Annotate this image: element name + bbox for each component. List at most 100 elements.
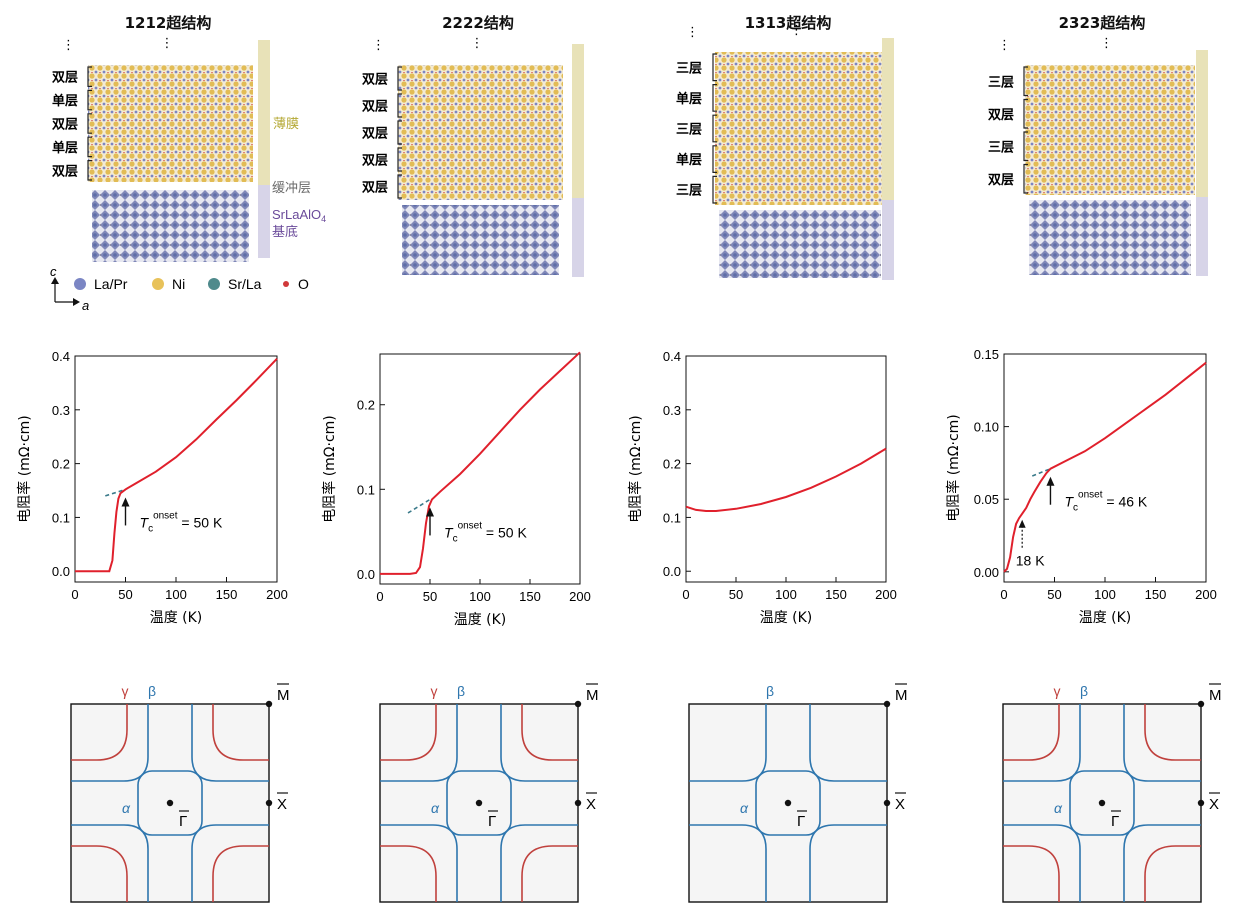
gamma-point-marker — [475, 799, 483, 807]
resistivity-curve — [380, 351, 581, 575]
gamma-pocket — [380, 704, 437, 761]
film-lattice — [715, 52, 885, 205]
resistivity-chart-2: 0 50 100 150 200 0.0 0.1 0.2 温度 (K) 电阻率 (mΩ·cm) Tc… — [321, 351, 591, 628]
beta-label: β — [457, 683, 465, 699]
fermi-surface-4: γ β α Γ M X — [1002, 683, 1222, 903]
x-tick-label: 150 — [216, 587, 238, 602]
resistivity-chart-3: 0 50 100 150 200 0.0 0.1 0.2 0.3 0.4 温度 (K) 电阻率 (mΩ… — [627, 349, 897, 626]
x-axis-title: 温度 (K) — [150, 610, 203, 626]
substrate-lattice — [1029, 200, 1191, 275]
layer-label: 双层 — [362, 127, 388, 142]
film-label: 薄膜 — [273, 117, 299, 132]
beta-label: β — [148, 683, 156, 699]
gamma-point-marker — [1098, 799, 1106, 807]
plot-frame — [379, 353, 581, 585]
tc-onset-arrowhead — [121, 497, 130, 507]
layer-label: 双层 — [362, 73, 388, 88]
layer-label: 单层 — [52, 93, 78, 109]
x-tick-label: 100 — [775, 587, 797, 602]
gamma-label: γ — [431, 683, 438, 699]
layer-bracket — [712, 114, 717, 143]
layer-bracket — [87, 113, 92, 134]
substrate-lattice — [92, 190, 249, 262]
fermi-surface-2: γ β α Γ M X — [379, 683, 599, 903]
layer-bracket — [397, 66, 402, 91]
normal-state-fit-line — [1031, 467, 1051, 477]
y-tick-label: 0.4 — [52, 349, 70, 364]
layer-label: 单层 — [676, 91, 702, 107]
gamma-pocket — [71, 704, 128, 761]
y-tick-label: 0.05 — [974, 492, 999, 507]
column-title-1: 1212超结构 — [124, 14, 212, 32]
second-transition-arrowhead — [1018, 519, 1026, 528]
m-point-label: M — [1209, 687, 1222, 704]
gamma-pocket — [1144, 704, 1201, 761]
layer-bracket — [1023, 98, 1028, 129]
substrate-side-bar — [258, 185, 270, 258]
buffer-layer-label: 缓冲层 — [272, 181, 311, 196]
fermi-surface-3: β α Γ M X — [688, 683, 908, 903]
x-tick-label: 100 — [469, 589, 491, 604]
gamma-pocket — [521, 704, 578, 761]
alpha-pocket — [755, 770, 821, 836]
layer-bracket — [87, 136, 92, 158]
film-lattice — [1025, 65, 1195, 195]
legend-label-ni: Ni — [172, 276, 185, 292]
legend-marker-ni — [152, 278, 164, 290]
x-axis-title: 温度 (K) — [1079, 610, 1132, 626]
resistivity-chart-4: 0 50 100 150 200 0.00 0.05 0.10 0.15 温度 (K) 电阻率 (m… — [945, 347, 1217, 626]
x-point-label: X — [277, 796, 287, 813]
x-tick-label: 200 — [1195, 587, 1217, 602]
layer-label: 三层 — [676, 184, 702, 199]
legend-label-o: O — [298, 276, 309, 292]
gamma-pocket — [1144, 845, 1201, 902]
film-lattice — [398, 65, 563, 200]
film-side-bar — [572, 44, 584, 198]
layer-bracket — [87, 160, 92, 181]
x-tick-label: 150 — [519, 589, 541, 604]
gamma-point-marker — [784, 799, 792, 807]
alpha-label: α — [122, 800, 131, 816]
gamma-pocket — [380, 845, 437, 902]
y-tick-label: 0.2 — [357, 398, 375, 413]
x-tick-label: 50 — [423, 589, 437, 604]
y-tick-label: 0.0 — [52, 564, 70, 579]
ellipsis-mark: ⋮ — [998, 37, 1011, 52]
y-tick-label: 0.1 — [357, 482, 375, 497]
gamma-pocket — [1003, 704, 1060, 761]
column-title-3: 1313超结构 — [744, 14, 832, 32]
ellipsis-mark: ⋮ — [1100, 35, 1113, 50]
layer-bracket — [397, 120, 402, 145]
gamma-point-marker — [166, 799, 174, 807]
layer-bracket — [397, 174, 402, 199]
layer-bracket — [1023, 66, 1028, 97]
gamma-band — [1003, 704, 1201, 902]
layer-bracket — [87, 66, 92, 87]
substrate-lattice — [719, 210, 881, 278]
x-tick-label: 200 — [569, 589, 591, 604]
substrate-lattice — [402, 205, 559, 275]
ellipsis-mark: ⋮ — [372, 37, 385, 52]
gamma-pocket — [1003, 845, 1060, 902]
substrate-side-bar — [1196, 197, 1208, 276]
y-tick-label: 0.00 — [974, 565, 999, 580]
layer-bracket — [712, 84, 717, 112]
fermi-surface-1: γ β α Γ M X — [70, 683, 290, 903]
x-tick-label: 0 — [1000, 587, 1007, 602]
axis-a-label: a — [82, 298, 89, 313]
substrate-side-bar — [882, 200, 894, 280]
tc-onset-label: Tconset = 50 K — [140, 510, 223, 534]
x-tick-label: 150 — [825, 587, 847, 602]
x-axis-title: 温度 (K) — [760, 610, 813, 626]
ellipsis-mark: ⋮ — [686, 24, 699, 39]
x-tick-label: 50 — [118, 587, 132, 602]
m-point-marker — [1197, 700, 1205, 708]
column-title-4: 2323超结构 — [1058, 14, 1146, 32]
column-title-2: 2222结构 — [442, 14, 514, 32]
legend-label-sr-la: Sr/La — [228, 276, 262, 292]
resistivity-curve — [685, 447, 887, 512]
gamma-pocket — [212, 845, 269, 902]
x-tick-label: 100 — [165, 587, 187, 602]
